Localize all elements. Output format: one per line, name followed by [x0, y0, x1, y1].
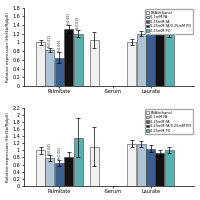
- Bar: [64, 29, 73, 86]
- Bar: [36, 42, 45, 86]
- Bar: [137, 34, 146, 86]
- Bar: [155, 30, 164, 86]
- Bar: [74, 34, 83, 86]
- Text: HnF1b(a): HnF1b(a): [169, 9, 191, 14]
- Bar: [90, 40, 99, 86]
- Y-axis label: Relative expression (Hnf1b/Rplp0): Relative expression (Hnf1b/Rplp0): [6, 112, 10, 182]
- Bar: [127, 144, 136, 186]
- Legend: BSA/ethanol, 0.1mM FA, 0.25mM FA, 0.25mM FA/0.25mM PO, 0.25mM PO: BSA/ethanol, 0.1mM FA, 0.25mM FA, 0.25mM…: [145, 9, 193, 34]
- Bar: [45, 50, 54, 86]
- Bar: [137, 144, 146, 186]
- Bar: [146, 30, 155, 86]
- Legend: BSA/ethanol, 0.1mM FA, 0.25mM FA, 0.25mM FA/0.25mM PO, 0.25mM PO: BSA/ethanol, 0.1mM FA, 0.25mM FA, 0.25mM…: [145, 109, 193, 134]
- Y-axis label: Relative expression (Hnf1b/Rplp0): Relative expression (Hnf1b/Rplp0): [6, 12, 10, 82]
- Text: P=0.001: P=0.001: [67, 11, 71, 25]
- Bar: [55, 163, 64, 186]
- Bar: [165, 35, 174, 86]
- Bar: [74, 138, 83, 186]
- Bar: [127, 42, 136, 86]
- Text: P=0.031: P=0.031: [48, 34, 52, 47]
- Text: P=0.019: P=0.019: [76, 16, 80, 29]
- Bar: [64, 157, 73, 186]
- Text: P=0.004: P=0.004: [57, 38, 61, 52]
- Text: P=0.041: P=0.041: [48, 142, 52, 155]
- Bar: [36, 150, 45, 186]
- Bar: [146, 149, 155, 186]
- Bar: [165, 150, 174, 186]
- Bar: [90, 147, 99, 186]
- Bar: [45, 158, 54, 186]
- Bar: [55, 58, 64, 86]
- Bar: [155, 153, 164, 186]
- Text: HnF1b(b): HnF1b(b): [168, 109, 191, 114]
- Text: P=0.001: P=0.001: [57, 146, 61, 159]
